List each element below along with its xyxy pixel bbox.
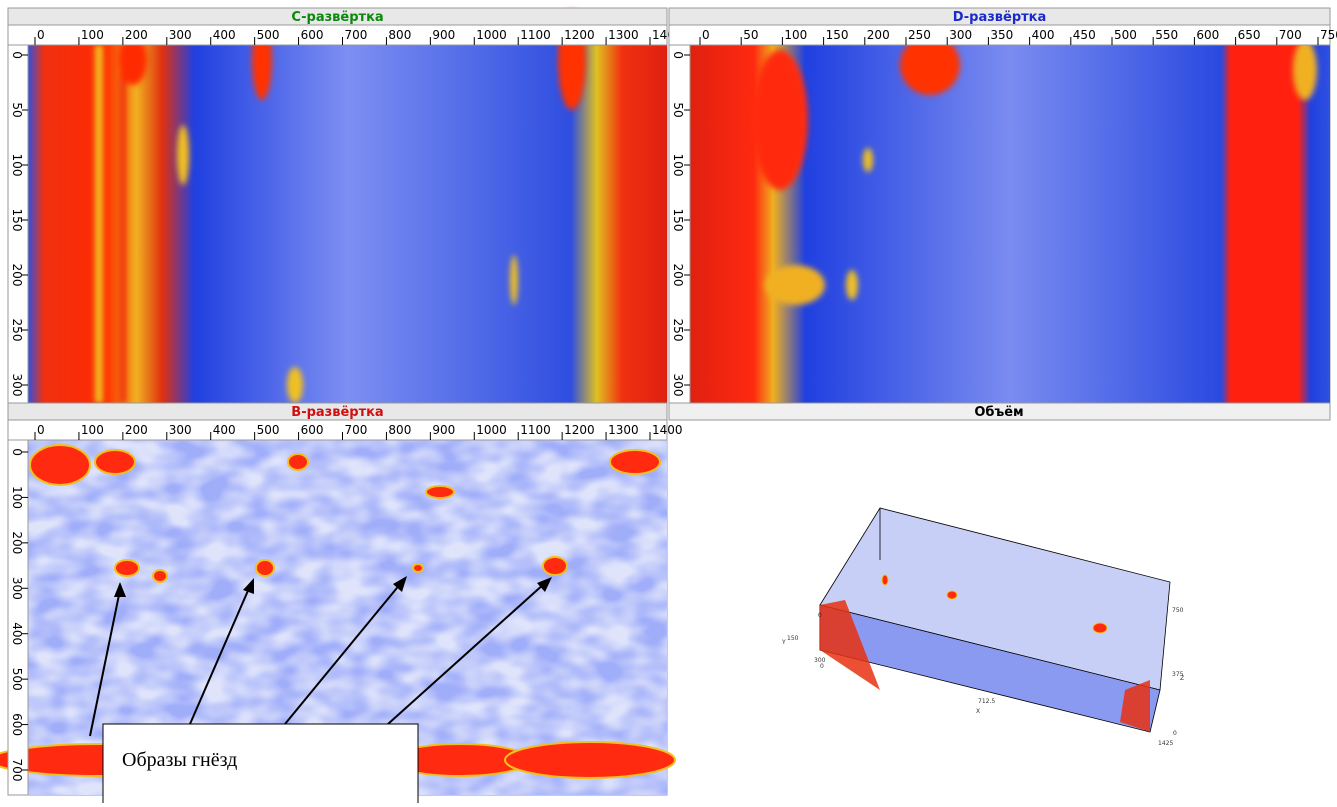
y-tick-label: 150 <box>10 209 24 232</box>
x-tick-label: 1000 <box>476 28 507 42</box>
x-tick-label: 400 <box>213 28 236 42</box>
y-tick-label: 0 <box>671 51 685 59</box>
y-tick-label: 250 <box>671 319 685 342</box>
x-tick-label: 300 <box>169 423 192 437</box>
x-tick-label: 150 <box>826 28 849 42</box>
x-ruler <box>668 24 1331 46</box>
annotation-box <box>102 723 419 807</box>
x-tick-label: 400 <box>213 423 236 437</box>
x-tick-label: 100 <box>81 423 104 437</box>
y-tick-label: 300 <box>10 374 24 397</box>
y-tick-label: 700 <box>10 759 24 782</box>
y-tick-label: 250 <box>10 319 24 342</box>
x-tick-label: 300 <box>949 28 972 42</box>
y-tick-label: 0 <box>10 448 24 456</box>
x-tick-label: 250 <box>908 28 931 42</box>
x-tick-label: 450 <box>1073 28 1096 42</box>
x-tick-label: 100 <box>81 28 104 42</box>
volume-axis-label: 1425 <box>1158 740 1173 747</box>
x-tick-label: 1300 <box>608 423 639 437</box>
y-tick-label: 50 <box>10 102 24 117</box>
x-tick-label: 1000 <box>476 423 507 437</box>
x-tick-label: 550 <box>1155 28 1178 42</box>
x-tick-label: 700 <box>1279 28 1302 42</box>
x-tick-label: 750 <box>1320 28 1337 42</box>
volume-axis-label: 0 <box>820 663 824 670</box>
y-tick-label: 100 <box>671 154 685 177</box>
x-tick-label: 200 <box>125 28 148 42</box>
y-tick-label: 600 <box>10 713 24 736</box>
x-tick-label: 200 <box>867 28 890 42</box>
d-scan-features <box>752 35 1317 305</box>
x-ruler <box>7 419 668 441</box>
volume-axis-label: Z <box>1180 675 1184 682</box>
y-tick-label: 200 <box>671 264 685 287</box>
x-tick-label: 650 <box>1238 28 1261 42</box>
y-tick-label: 100 <box>10 486 24 509</box>
x-tick-label: 700 <box>345 28 368 42</box>
volume-axis-label: X <box>976 708 980 715</box>
x-tick-label: 0 <box>37 28 45 42</box>
x-tick-label: 600 <box>301 423 324 437</box>
c-scan-image <box>28 45 667 403</box>
x-ruler <box>7 24 668 46</box>
x-tick-label: 1100 <box>520 423 551 437</box>
x-tick-label: 500 <box>1114 28 1137 42</box>
y-tick-label: 400 <box>10 622 24 645</box>
x-tick-label: 100 <box>784 28 807 42</box>
x-tick-label: 500 <box>257 423 280 437</box>
x-tick-label: 0 <box>37 423 45 437</box>
volume-axis-label: 375 <box>1172 671 1184 678</box>
volume-axis-label: 300 <box>814 657 826 664</box>
x-tick-label: 900 <box>432 423 455 437</box>
x-tick-label: 900 <box>432 28 455 42</box>
volume-axis-label: 750 <box>1172 607 1184 614</box>
x-tick-label: 300 <box>169 28 192 42</box>
y-tick-label: 500 <box>10 668 24 691</box>
x-tick-label: 50 <box>743 28 758 42</box>
volume-3d <box>819 507 1171 733</box>
x-tick-label: 800 <box>388 423 411 437</box>
x-tick-label: 0 <box>702 28 710 42</box>
y-tick-label: 200 <box>10 531 24 554</box>
volume-title: Объём <box>974 405 1023 420</box>
y-ruler <box>7 439 29 796</box>
volume-axis-label: 712.5 <box>978 698 995 705</box>
volume-axis-label: 150 <box>787 635 799 642</box>
panel-title: D-развёртка <box>953 10 1047 25</box>
x-tick-label: 600 <box>301 28 324 42</box>
x-tick-label: 1200 <box>564 28 595 42</box>
x-tick-label: 200 <box>125 423 148 437</box>
x-tick-label: 600 <box>1196 28 1219 42</box>
volume-axis-label: Y <box>781 639 786 646</box>
x-tick-label: 500 <box>257 28 280 42</box>
x-tick-label: 1100 <box>520 28 551 42</box>
y-tick-label: 300 <box>10 577 24 600</box>
x-tick-label: 1400 <box>652 423 683 437</box>
annotation: Образы гнёзд <box>122 749 237 771</box>
volume-axis-label: 0 <box>818 612 822 619</box>
x-tick-label: 700 <box>345 423 368 437</box>
y-tick-label: 150 <box>671 209 685 232</box>
y-ruler <box>668 44 691 404</box>
x-tick-label: 1200 <box>564 423 595 437</box>
x-tick-label: 350 <box>990 28 1013 42</box>
x-tick-label: 1300 <box>608 28 639 42</box>
y-tick-label: 0 <box>10 51 24 59</box>
panel-title: C-развёртка <box>291 10 383 25</box>
y-tick-label: 300 <box>671 374 685 397</box>
x-tick-label: 800 <box>388 28 411 42</box>
y-tick-label: 100 <box>10 154 24 177</box>
y-tick-label: 50 <box>671 102 685 117</box>
volume-title-bar <box>668 402 1331 421</box>
x-tick-label: 400 <box>1032 28 1055 42</box>
volume-axis-label: 0 <box>1173 730 1177 737</box>
panel-title: B-развёртка <box>291 405 383 420</box>
y-tick-label: 200 <box>10 264 24 287</box>
arrows <box>89 576 552 737</box>
